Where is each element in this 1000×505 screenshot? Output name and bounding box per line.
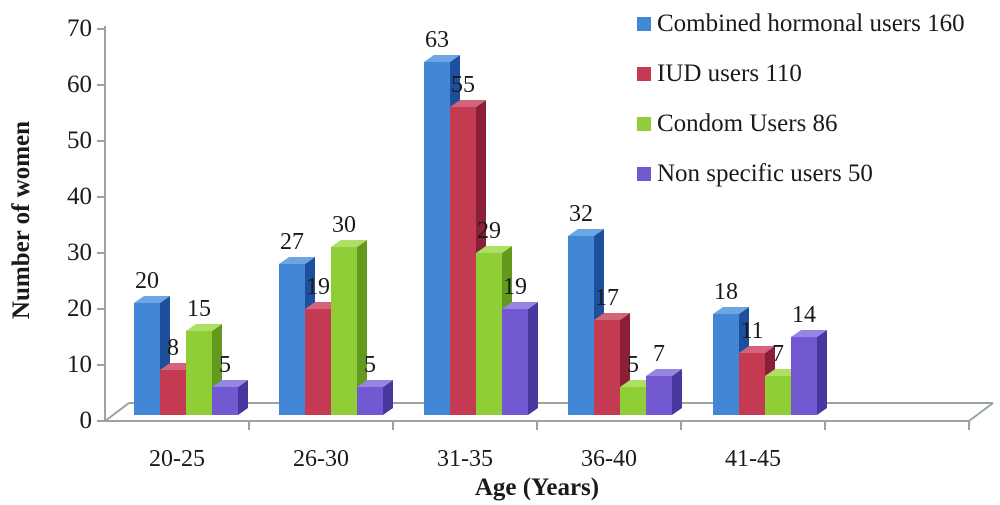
bar-front-face — [450, 107, 476, 415]
value-label: 30 — [332, 212, 356, 238]
value-label: 19 — [503, 273, 527, 300]
value-label: 11 — [740, 318, 764, 345]
x-tick-label: 36-40 — [581, 446, 637, 472]
legend-label: Combined hormonal users 160 — [657, 10, 965, 37]
value-label: 7 — [653, 340, 665, 367]
y-axis-title: Number of women — [8, 120, 35, 320]
bar-front-face — [568, 235, 594, 415]
x-tick-label: 26-30 — [293, 446, 349, 472]
legend-item: Condom Users 86 — [637, 110, 965, 138]
bar-side-face — [528, 301, 538, 415]
x-tick-label: 41-45 — [725, 446, 781, 472]
y-tick-label: 20 — [67, 295, 92, 322]
bar-front-face — [160, 370, 186, 415]
y-tick-label: 30 — [67, 239, 92, 266]
legend-label: Condom Users 86 — [657, 110, 838, 137]
legend: Combined hormonal users 160 IUD users 110… — [637, 10, 965, 210]
axis-lines — [97, 26, 994, 430]
bar-front-face — [739, 353, 765, 415]
value-label: 7 — [772, 340, 784, 367]
bar-front-face — [594, 319, 620, 415]
y-tick-label: 0 — [79, 407, 93, 434]
bar-front-face — [357, 387, 383, 415]
legend-item: Combined hormonal users 160 — [637, 10, 965, 38]
value-label: 17 — [595, 284, 619, 311]
legend-item: Non specific users 50 — [637, 160, 965, 188]
y-tick-label: 10 — [67, 351, 92, 378]
value-label: 63 — [425, 27, 449, 54]
value-label: 18 — [714, 279, 738, 306]
legend-swatch-icon — [637, 167, 651, 181]
x-tick-label: 20-25 — [149, 446, 205, 472]
bar-front-face — [186, 331, 212, 415]
bar-front-face — [791, 336, 817, 415]
legend-swatch-icon — [637, 117, 651, 131]
value-label: 5 — [219, 352, 231, 378]
value-label: 14 — [792, 301, 816, 328]
value-label: 5 — [627, 352, 639, 378]
bar-front-face — [305, 308, 331, 415]
y-tick-label: 60 — [67, 71, 92, 98]
x-tick-label: 31-35 — [437, 446, 493, 472]
legend-swatch-icon — [637, 17, 651, 31]
legend-swatch-icon — [637, 67, 651, 81]
value-label: 20 — [135, 268, 159, 294]
x-axis-title: Age (Years) — [474, 474, 600, 501]
bar-front-face — [646, 375, 672, 415]
bar-front-face — [620, 387, 646, 415]
bar-front-face — [765, 375, 791, 415]
bar-side-face — [817, 329, 827, 415]
bar-front-face — [713, 314, 739, 415]
legend-label: IUD users 110 — [657, 60, 802, 87]
value-label: 55 — [451, 72, 475, 98]
value-label: 32 — [569, 200, 593, 227]
value-label: 19 — [306, 273, 330, 300]
value-label: 5 — [364, 352, 376, 378]
value-label: 29 — [477, 217, 501, 244]
bar-front-face — [134, 303, 160, 415]
bar-side-face — [672, 368, 682, 415]
bar-front-face — [424, 62, 450, 415]
value-label: 27 — [280, 228, 304, 255]
bar-front-face — [212, 387, 238, 415]
y-tick-label: 40 — [67, 183, 92, 210]
value-label: 15 — [187, 296, 211, 322]
bar-front-face — [279, 263, 305, 415]
value-label: 8 — [167, 335, 179, 362]
y-tick-label: 70 — [67, 15, 92, 42]
legend-item: IUD users 110 — [637, 60, 965, 88]
bar-front-face — [502, 308, 528, 415]
bar-front-face — [476, 252, 502, 415]
bar-front-face — [331, 247, 357, 415]
y-tick-label: 50 — [67, 127, 92, 154]
legend-label: Non specific users 50 — [657, 160, 873, 187]
